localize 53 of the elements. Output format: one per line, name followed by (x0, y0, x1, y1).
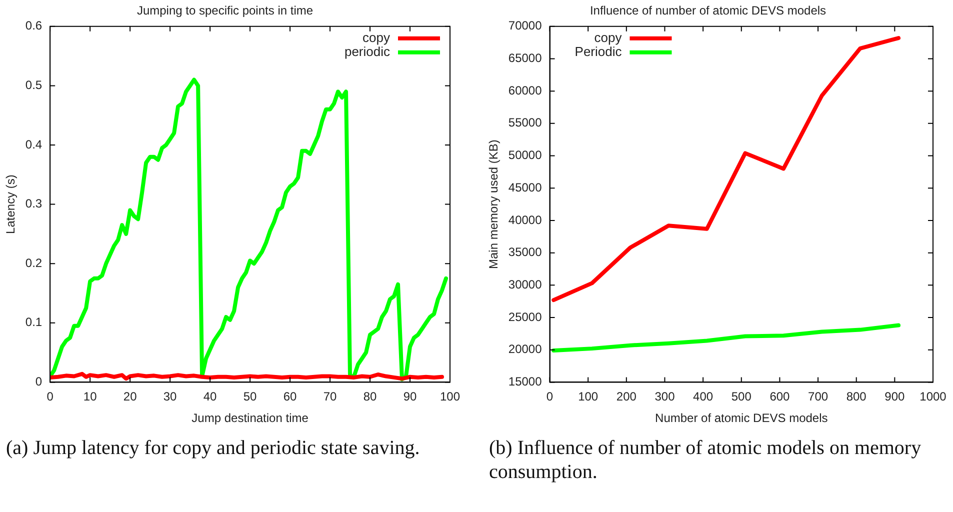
x-tick-label: 700 (808, 390, 828, 404)
y-tick-label: 65000 (508, 51, 542, 66)
y-tick-label: 50000 (508, 148, 542, 162)
y-tick-label: 70000 (508, 18, 542, 33)
x-tick-label: 200 (616, 390, 637, 404)
text: copy (594, 30, 622, 45)
chart-title: Influence of number of atomic DEVS models (590, 4, 826, 18)
x-tick-label: 800 (846, 390, 867, 404)
x-tick-label: 30 (163, 390, 178, 404)
legend-label: copy (362, 30, 390, 45)
legend-label: periodic (344, 44, 390, 59)
x-tick-label: 0 (46, 390, 54, 404)
x-tick-label: 40 (203, 390, 218, 404)
y-tick-label: 20000 (508, 342, 542, 356)
chart-title: Jumping to specific points in time (136, 4, 314, 18)
text: (a) Jump latency for copy and periodic state saving. (6, 436, 421, 460)
x-axis-title: Jump destination time (192, 411, 309, 426)
x-tick-label: 400 (693, 390, 714, 404)
y-tick-label: 30000 (508, 277, 542, 292)
y-tick-label: 0.3 (25, 196, 42, 211)
y-tick-label: 40000 (508, 212, 542, 227)
y-tick-label: 55000 (508, 116, 542, 130)
y-tick-label: 0.5 (25, 78, 42, 92)
y-tick-label: 0.4 (25, 137, 42, 152)
legend-label: Periodic (574, 44, 622, 59)
y-tick-label: 0 (35, 374, 42, 389)
x-tick-label: 300 (654, 390, 676, 404)
x-tick-label: 500 (731, 390, 752, 404)
x-tick-label: 60 (283, 390, 298, 404)
x-tick-label: 1000 (920, 390, 947, 404)
x-tick-label: 20 (123, 390, 138, 404)
x-tick-label: 600 (770, 390, 790, 404)
x-tick-label: 90 (403, 390, 417, 404)
y-tick-label: 0.6 (25, 18, 42, 33)
y-axis-title: Latency (s) (4, 174, 18, 234)
y-tick-label: 35000 (508, 245, 542, 260)
x-tick-label: 10 (83, 390, 98, 404)
x-axis-title: Number of atomic DEVS models (655, 411, 828, 426)
y-tick-label: 0.2 (25, 256, 42, 270)
text: (b) Influence of number of atomic models on memory consumption. (489, 436, 922, 484)
y-tick-label: 25000 (508, 310, 542, 324)
x-tick-label: 100 (440, 390, 460, 404)
y-axis-title: Main memory used (KB) (486, 140, 501, 269)
y-tick-label: 45000 (508, 180, 542, 194)
y-tick-label: 0.1 (25, 315, 42, 330)
x-tick-label: 0 (546, 390, 554, 404)
x-tick-label: 900 (884, 390, 906, 404)
x-tick-label: 70 (323, 390, 338, 404)
x-tick-label: 100 (578, 390, 598, 404)
x-tick-label: 80 (363, 390, 378, 404)
x-tick-label: 50 (243, 390, 258, 404)
y-tick-label: 15000 (508, 374, 542, 389)
y-tick-label: 60000 (508, 83, 542, 98)
